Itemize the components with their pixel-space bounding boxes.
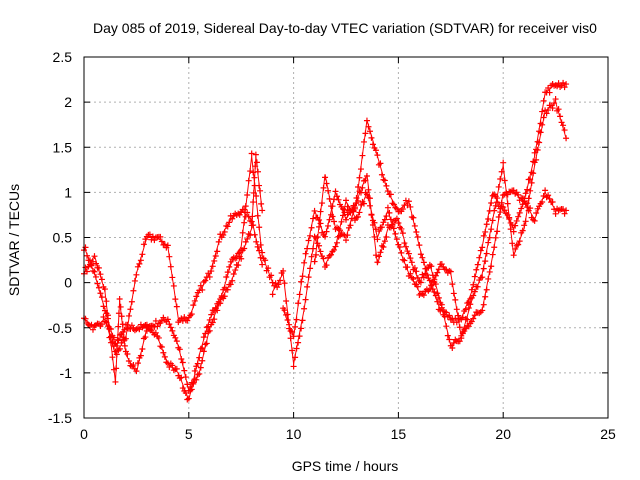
y-tick-label: 0.5 — [53, 230, 73, 246]
y-tick-label: 0 — [64, 275, 72, 291]
y-tick-label: 2.5 — [53, 49, 73, 65]
y-tick-label: 1 — [64, 184, 72, 200]
data-series — [81, 79, 570, 403]
series-markers — [280, 96, 570, 352]
x-tick-label: 5 — [185, 426, 193, 442]
y-tick-label: -1 — [60, 365, 73, 381]
y-axis-label: SDTVAR / TECUs — [6, 184, 22, 296]
series-5 — [280, 96, 570, 352]
x-tick-label: 15 — [391, 426, 407, 442]
y-tick-label: 2 — [64, 94, 72, 110]
y-tick-label: 1.5 — [53, 139, 73, 155]
chart-title: Day 085 of 2019, Sidereal Day-to-day VTE… — [93, 20, 597, 36]
series-markers — [311, 79, 570, 326]
x-tick-label: 0 — [80, 426, 88, 442]
x-tick-label: 10 — [286, 426, 302, 442]
series-6 — [311, 79, 570, 326]
x-tick-label: 20 — [495, 426, 511, 442]
x-axis-label: GPS time / hours — [292, 458, 399, 474]
y-tick-label: -1.5 — [48, 410, 72, 426]
axis-ticks: 0 5 10 15 20 25 -1.5 -1 -0.5 0 0.5 1 1.5 2 2.5 — [48, 49, 616, 442]
x-tick-label: 25 — [600, 426, 616, 442]
y-tick-label: -0.5 — [48, 320, 72, 336]
